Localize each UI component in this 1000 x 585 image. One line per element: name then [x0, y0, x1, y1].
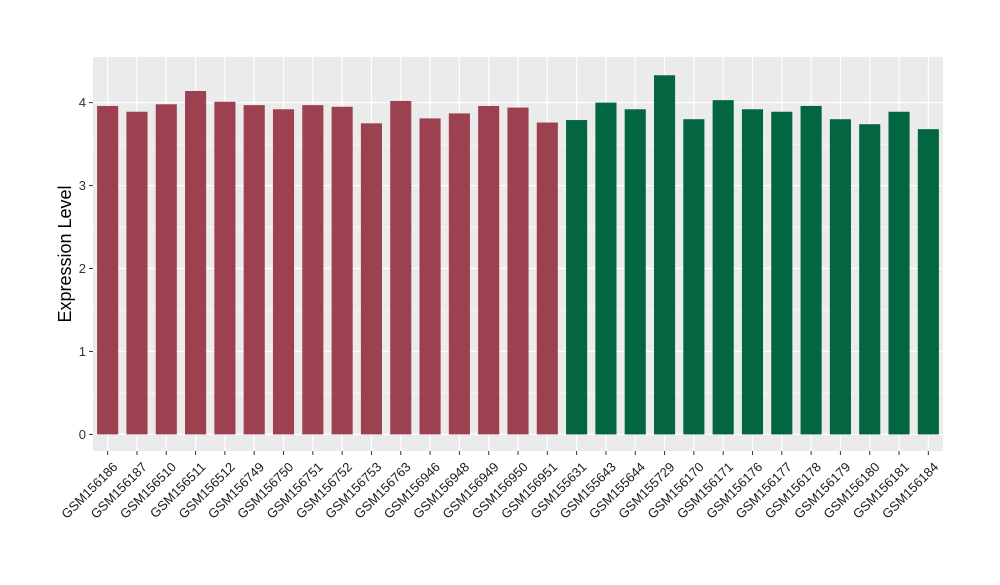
y-axis: 0 1 2 3 4 [79, 95, 93, 442]
bar-GSM156179 [829, 119, 851, 435]
bar-GSM156187 [126, 111, 148, 435]
bar-GSM156511 [185, 91, 207, 435]
y-tick-label: 1 [79, 344, 86, 359]
bar-GSM156180 [859, 124, 881, 435]
bar-GSM156950 [507, 107, 529, 435]
bars [97, 75, 939, 435]
bar-GSM155644 [624, 109, 646, 435]
bar-GSM156749 [243, 105, 265, 435]
bar-GSM156763 [390, 100, 412, 435]
bar-GSM156171 [712, 100, 734, 435]
x-axis: GSM156186GSM156187GSM156510GSM156511GSM1… [58, 451, 941, 522]
y-tick-label: 0 [79, 427, 86, 442]
bar-GSM156510 [155, 104, 177, 435]
bar-GSM156181 [888, 111, 910, 435]
bar-GSM156170 [683, 119, 705, 435]
bar-GSM156176 [741, 109, 764, 435]
y-tick-label: 3 [79, 178, 86, 193]
bar-GSM156946 [419, 118, 441, 435]
bar-GSM156184 [917, 129, 939, 435]
bar-GSM156948 [448, 113, 470, 435]
bar-GSM156753 [360, 123, 382, 435]
bar-GSM156752 [331, 106, 353, 435]
bar-GSM156178 [800, 105, 822, 435]
bar-GSM156512 [214, 101, 236, 435]
bar-GSM156751 [302, 105, 324, 435]
bar-GSM155729 [654, 75, 676, 435]
y-axis-title: Expression Level [55, 185, 75, 322]
bar-GSM156951 [536, 122, 558, 435]
y-tick-label: 4 [79, 95, 86, 110]
bar-GSM156186 [97, 105, 119, 435]
bar-GSM156177 [771, 111, 793, 435]
bar-GSM155643 [595, 102, 617, 435]
bar-GSM156750 [272, 109, 295, 435]
bar-GSM156949 [478, 105, 500, 435]
bar-GSM155631 [566, 120, 588, 435]
y-tick-label: 2 [79, 261, 86, 276]
